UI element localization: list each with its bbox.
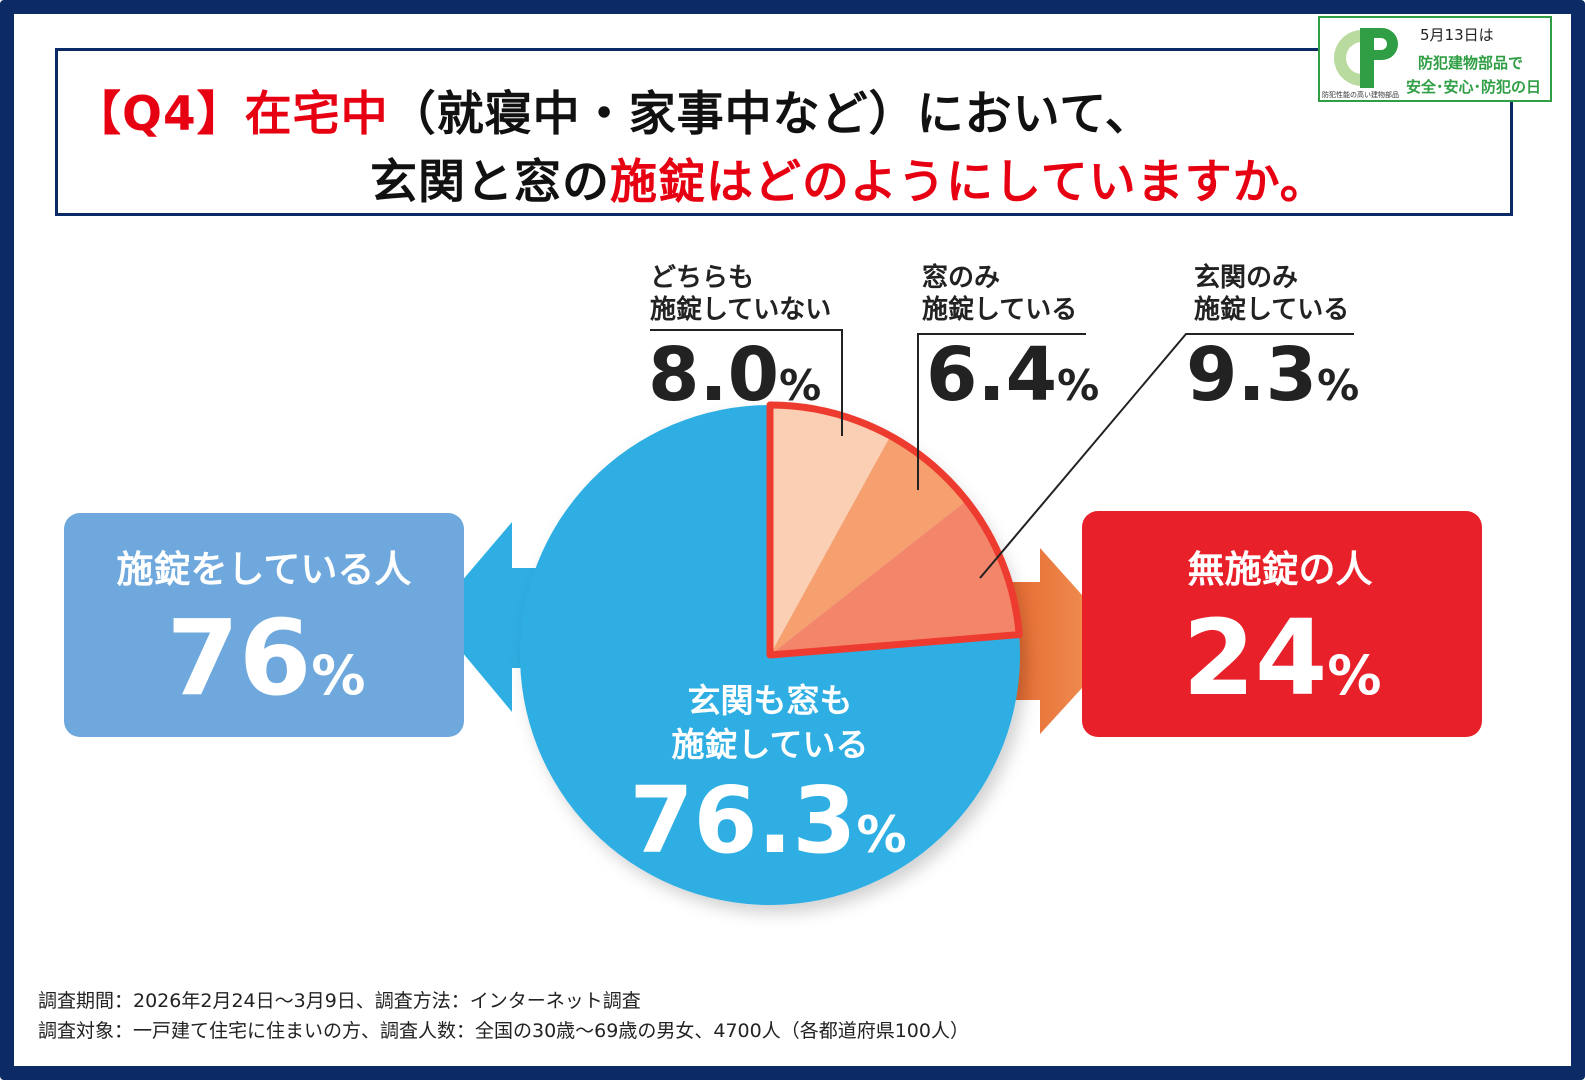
value-door-only-number: 9.3 [1186,332,1317,418]
value-both-number: 76.3 [629,767,856,874]
unlocked-summary-value: 24% [1183,597,1382,719]
unlocked-group-outline [766,401,1023,659]
label-both-line1: 玄関も窓も [688,681,853,720]
unlocked-summary-unit: % [1327,644,1381,707]
slice-neither [770,405,891,655]
value-neither-unit: % [779,361,821,410]
label-door-only-line2: 施錠している [1194,294,1349,325]
label-door-only-line1: 玄関のみ [1194,262,1298,293]
value-both-unit: % [856,806,906,864]
value-window-only: 6.4% [926,332,1099,418]
locked-summary-unit: % [311,644,365,707]
locked-summary-value: 76% [167,597,366,719]
title-question-number: 【Q4】在宅中 [74,87,389,142]
badge-logo-subtitle: 防犯性能の高い建物部品 [1322,91,1399,99]
value-neither-number: 8.0 [648,332,779,418]
unlocked-summary-label: 無施錠の人 [1188,548,1373,591]
title-line-2-text: 玄関と窓の [370,155,610,210]
badge-line-3: 安全･安心･防犯の日 [1406,78,1542,96]
title-line-2-highlight: 施錠はどのようにしていますか。 [610,155,1328,210]
question-title-box: 【Q4】在宅中（就寝中・家事中など）において、 玄関と窓の施錠はどのようにしてい… [55,48,1513,216]
crime-prevention-day-badge: 防犯性能の高い建物部品 5月13日は 防犯建物部品で 安全･安心･防犯の日 [1318,16,1552,102]
label-neither-line2: 施錠していない [650,294,831,325]
leader-line-door-only [979,333,1354,579]
survey-target-note: 調査対象：一戸建て住宅に住まいの方、調査人数：全国の30歳～69歳の男女、470… [38,1020,969,1042]
badge-date-text: 5月13日は [1420,26,1494,44]
label-both-line2: 施錠している [671,725,868,764]
slice-door-only [770,500,1020,655]
leader-line-window-only [917,333,1086,490]
value-both: 76.3% [629,767,906,874]
locked-summary-box [64,513,464,737]
cp-logo-icon [1334,28,1398,88]
survey-period-note: 調査期間：2026年2月24日～3月9日、調査方法：インターネット調査 [38,990,641,1012]
unlocked-summary-number: 24 [1183,597,1328,719]
value-door-only: 9.3% [1186,332,1359,418]
title-line-1-text: （就寝中・家事中など）において、 [388,87,1153,142]
value-door-only-unit: % [1317,361,1359,410]
label-window-only-line2: 施錠している [922,294,1077,325]
slice-window-only [770,435,967,655]
locked-summary-label: 施錠をしている人 [117,548,412,591]
right-arrow [1000,548,1124,734]
badge-line-2: 防犯建物部品で [1418,54,1524,72]
label-neither-line1: どちらも [650,263,754,293]
title-line-2: 玄関と窓の施錠はどのようにしていますか。 [370,143,1328,212]
value-window-only-number: 6.4 [926,332,1057,418]
unlocked-summary-box [1082,511,1482,737]
locked-summary-number: 76 [167,597,312,719]
title-line-1: 【Q4】在宅中（就寝中・家事中など）において、 [74,75,1153,144]
label-window-only-line1: 窓のみ [922,262,1000,293]
value-window-only-unit: % [1057,361,1099,410]
leader-line-neither [650,329,843,436]
value-neither: 8.0% [648,332,821,418]
